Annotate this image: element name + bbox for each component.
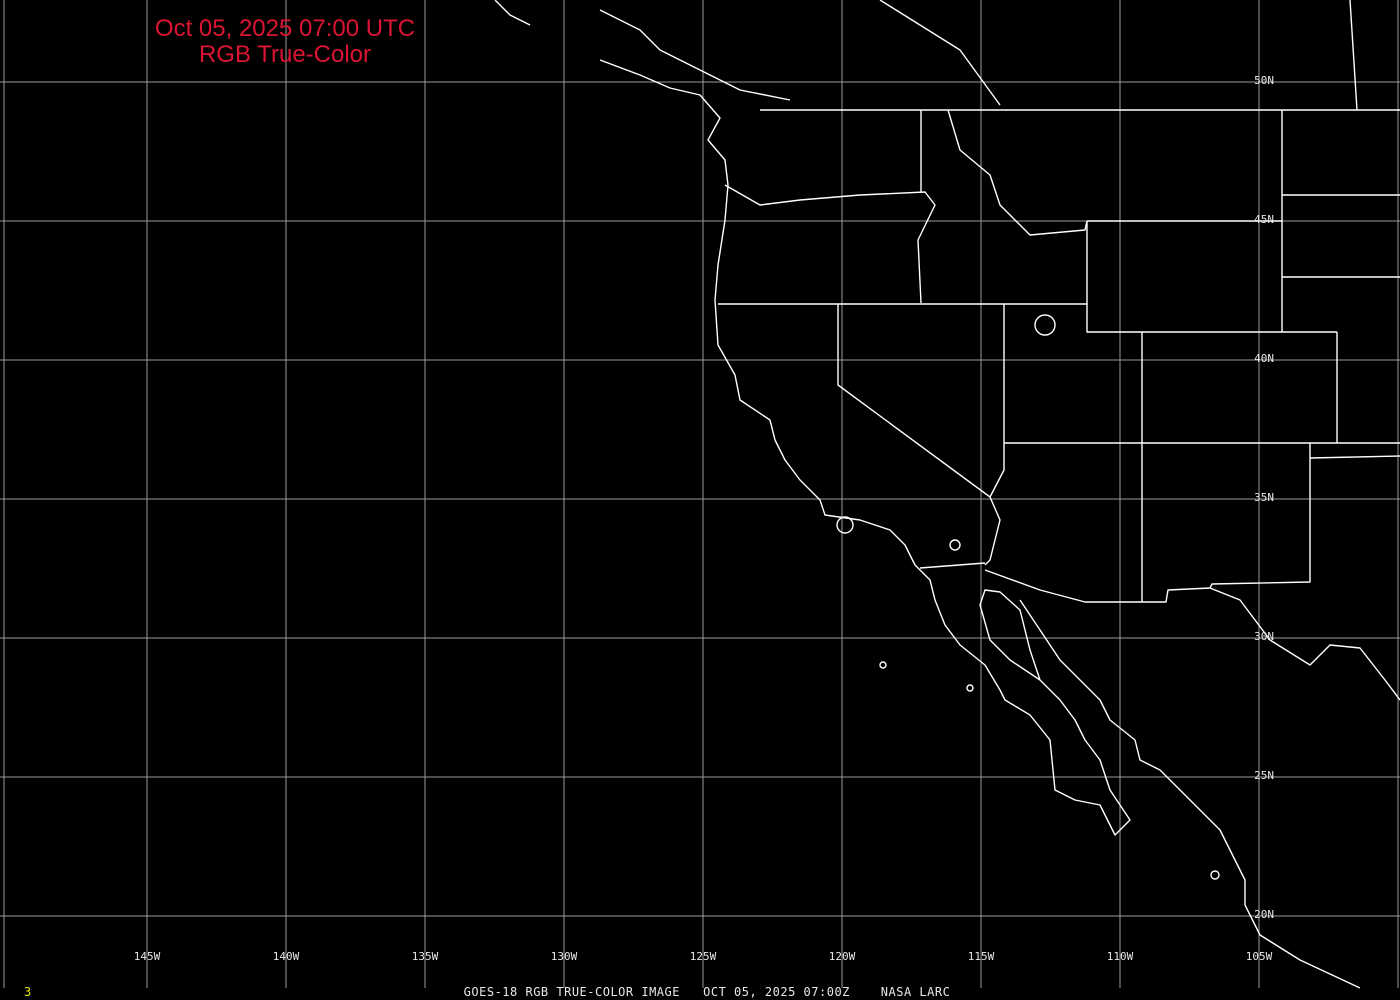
coastline-segment — [724, 184, 936, 304]
coastline-segment — [1019, 599, 1361, 989]
coastlines-and-borders — [494, 0, 1400, 989]
island-outline — [1034, 314, 1056, 336]
coastline-segment — [919, 562, 986, 569]
footer-caption: GOES-18 RGB TRUE-COLOR IMAGE OCT 05, 202… — [463, 985, 951, 999]
coastline-segment — [599, 59, 1131, 836]
coastline-segment — [837, 304, 1001, 566]
lon-label: 105W — [1246, 950, 1273, 963]
island-outline — [949, 539, 961, 551]
coastline-segment — [989, 304, 1005, 498]
lon-label: 110W — [1107, 950, 1134, 963]
lon-label: 120W — [829, 950, 856, 963]
coastline-segment — [1209, 443, 1311, 589]
lat-label: 30N — [1254, 630, 1274, 643]
island-outline — [1210, 870, 1220, 880]
coastline-segment — [947, 109, 1088, 236]
coastline-segment — [984, 569, 1400, 701]
lat-label: 40N — [1254, 352, 1274, 365]
coastline-segment — [1086, 221, 1337, 333]
coastline-segment — [1309, 455, 1400, 459]
island-outline — [836, 516, 854, 534]
coastline-segment — [1349, 0, 1358, 111]
lon-label: 145W — [134, 950, 161, 963]
lon-label: 125W — [690, 950, 717, 963]
title-product: RGB True-Color — [198, 41, 372, 68]
lat-label: 25N — [1254, 769, 1274, 782]
island-outline — [966, 684, 974, 692]
lat-label: 45N — [1254, 213, 1274, 226]
lon-label: 140W — [273, 950, 300, 963]
lat-label: 50N — [1254, 74, 1274, 87]
frame-number: 3 — [24, 985, 32, 999]
coastline-segment — [494, 0, 531, 26]
island-outline — [879, 661, 887, 669]
lon-label: 130W — [551, 950, 578, 963]
lon-label: 115W — [968, 950, 995, 963]
lon-label: 135W — [412, 950, 439, 963]
title-datetime: Oct 05, 2025 07:00 UTC — [154, 15, 416, 42]
coastline-segment — [879, 0, 1001, 106]
graticule-labels: 145W 140W 135W 130W 125W 120W 115W 110W 105W 50N 4… — [134, 74, 1274, 963]
lat-label: 35N — [1254, 491, 1274, 504]
lat-label: 20N — [1254, 908, 1274, 921]
coastline-segment — [599, 9, 791, 101]
